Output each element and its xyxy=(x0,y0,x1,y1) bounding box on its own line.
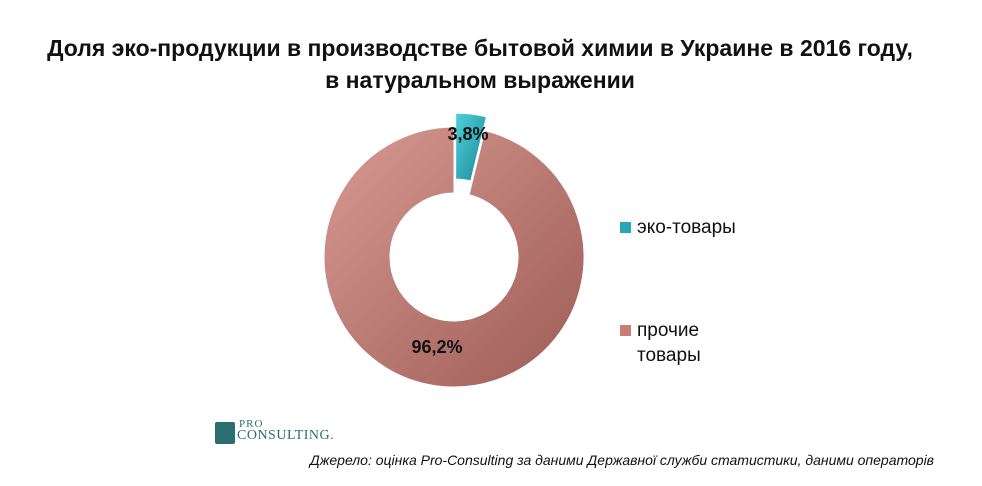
pro-consulting-logo: PRO CONSULTING. xyxy=(215,418,334,454)
legend-item-eco: эко-товары xyxy=(620,215,820,240)
slice-other-label: 96,2% xyxy=(411,337,462,357)
logo-text-pro: PRO xyxy=(239,418,264,430)
slice-other xyxy=(323,126,585,388)
logo-text-consulting: CONSULTING. xyxy=(237,428,335,443)
chart-title: Доля эко-продукции в производстве бытово… xyxy=(47,35,913,93)
source-note: Джерело: оцінка Pro-Consulting за даними… xyxy=(309,452,934,468)
legend-swatch-other xyxy=(620,325,631,336)
slice-eco-label: 3,8% xyxy=(447,124,488,144)
logo-mark-icon xyxy=(215,422,235,444)
legend-item-other: прочие товары xyxy=(620,318,820,368)
slice-eco xyxy=(455,112,488,182)
legend-swatch-eco xyxy=(620,222,631,233)
legend-label-eco: эко-товары xyxy=(637,217,736,238)
legend-label-other: прочие товары xyxy=(637,320,701,366)
